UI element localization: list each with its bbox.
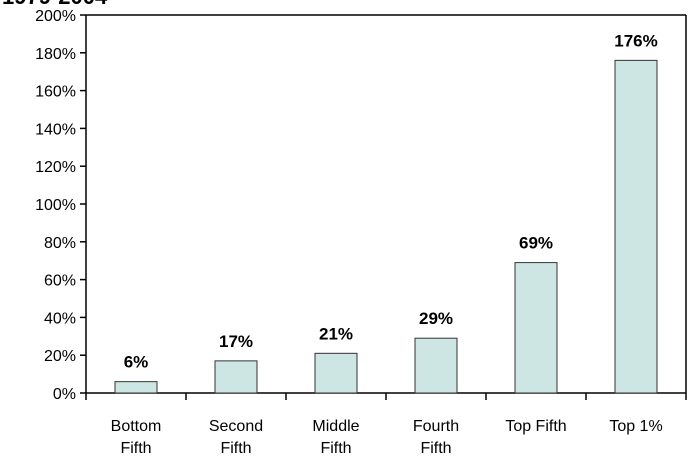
x-tick-label: Second: [209, 418, 263, 435]
data-label: 176%: [614, 31, 657, 50]
data-label: 29%: [419, 309, 453, 328]
y-tick-label: 80%: [44, 235, 76, 252]
data-label: 21%: [319, 324, 353, 343]
x-tick-label: Fourth: [413, 418, 459, 435]
x-tick-label: Fifth: [120, 440, 151, 457]
y-tick-label: 40%: [44, 310, 76, 327]
data-label: 6%: [124, 353, 149, 372]
x-tick-label: Fifth: [320, 440, 351, 457]
bar: [314, 352, 358, 394]
y-tick-label: 100%: [35, 197, 76, 214]
bar: [214, 360, 258, 394]
y-tick-label: 140%: [35, 121, 76, 138]
y-tick-label: 180%: [35, 46, 76, 63]
data-label: 69%: [519, 234, 553, 253]
y-tick-label: 20%: [44, 348, 76, 365]
x-tick-label: Top Fifth: [505, 418, 566, 435]
bar: [114, 381, 158, 394]
x-tick-label: Fifth: [220, 440, 251, 457]
bar: [414, 337, 458, 394]
chart-title-clip: 1979-2004: [0, 0, 692, 6]
chart-title: 1979-2004: [2, 0, 107, 6]
y-tick-label: 200%: [35, 8, 76, 25]
y-tick-label: 160%: [35, 84, 76, 101]
y-tick-label: 60%: [44, 273, 76, 290]
y-tick-label: 120%: [35, 159, 76, 176]
x-tick-label: Top 1%: [609, 418, 662, 435]
x-tick-label: Fifth: [420, 440, 451, 457]
x-tick-label: Bottom: [111, 418, 162, 435]
y-tick-label: 0%: [53, 386, 76, 403]
data-label: 17%: [219, 332, 253, 351]
bar: [514, 262, 558, 394]
x-tick-label: Middle: [312, 418, 359, 435]
bar: [614, 59, 658, 394]
